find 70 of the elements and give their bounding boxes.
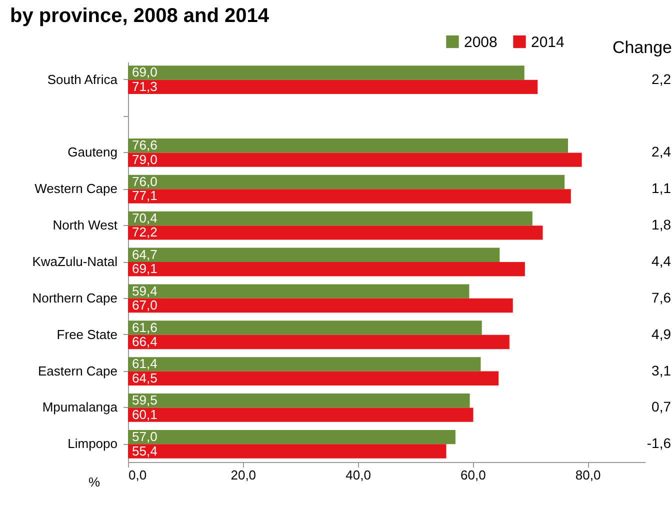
y-tick-label: Eastern Cape <box>38 363 118 378</box>
data-label: 57,0 <box>132 429 158 444</box>
bar <box>128 226 543 240</box>
data-label: 72,2 <box>132 224 158 240</box>
data-label: 71,3 <box>132 78 158 94</box>
y-tick-label: Limpopo <box>68 436 118 452</box>
y-tick-label: Gauteng <box>68 144 118 160</box>
legend-label: 2008 <box>464 34 498 51</box>
bar <box>128 189 571 204</box>
bar <box>128 408 474 422</box>
y-tick-label: North West <box>52 218 118 233</box>
bar <box>128 66 524 80</box>
y-tick-label: Western Cape <box>34 181 118 196</box>
bar <box>128 334 510 350</box>
data-label: 61,6 <box>132 320 158 335</box>
bar <box>128 284 470 298</box>
bar <box>128 211 532 226</box>
bar <box>128 152 582 167</box>
data-label: 77,1 <box>132 188 158 204</box>
bar <box>128 394 470 408</box>
data-label: 60,1 <box>132 406 158 422</box>
data-label: 59,5 <box>132 392 158 408</box>
data-label: 70,4 <box>132 210 158 226</box>
y-tick-label: Northern Cape <box>32 290 118 306</box>
y-tick-label: Free State <box>56 326 118 342</box>
text: 3,1 <box>652 362 672 378</box>
data-label: 59,4 <box>132 283 158 298</box>
chart-title: by province, 2008 and 2014 <box>10 5 270 27</box>
data-label: 61,4 <box>132 356 158 372</box>
bar <box>128 430 456 444</box>
bar <box>128 138 568 153</box>
y-tick-label: South Africa <box>47 72 118 87</box>
bar <box>128 357 481 372</box>
y-tick-label: KwaZulu-Natal <box>32 254 118 269</box>
x-tick-label: 80,0 <box>575 468 601 482</box>
text: 0,7 <box>652 398 672 415</box>
bar <box>128 371 499 386</box>
data-label: 55,4 <box>132 443 158 458</box>
data-label: 64,5 <box>132 370 158 386</box>
text: 1,1 <box>652 180 672 196</box>
data-label: 66,4 <box>132 334 158 349</box>
bar <box>128 80 538 94</box>
x-tick-label: 60,0 <box>460 468 486 482</box>
bar <box>128 320 482 335</box>
bar <box>128 298 513 313</box>
x-tick-label: 0,0 <box>128 468 147 482</box>
text: 4,9 <box>652 326 672 342</box>
bar <box>128 262 525 276</box>
data-label: 79,0 <box>132 152 158 167</box>
bar <box>128 248 500 262</box>
y-tick-label: Mpumalanga <box>42 400 118 415</box>
data-label: 69,0 <box>132 64 158 80</box>
data-label: 76,0 <box>132 174 158 190</box>
x-tick-label: 40,0 <box>346 468 371 482</box>
text: 4,4 <box>652 253 672 269</box>
data-label: 69,1 <box>132 261 158 276</box>
x-tick-label: 20,0 <box>230 468 256 482</box>
data-label: 76,6 <box>132 138 158 153</box>
data-label: 64,7 <box>132 246 158 262</box>
text: 1,8 <box>652 216 672 233</box>
bar <box>128 174 565 190</box>
legend-label: 2014 <box>531 34 564 51</box>
text: 7,6 <box>652 289 672 306</box>
text: 2,2 <box>652 70 672 87</box>
text: -1,6 <box>646 435 672 452</box>
data-label: 67,0 <box>132 298 158 313</box>
text: Change <box>612 38 672 57</box>
bar <box>128 444 446 458</box>
x-axis-title: % <box>88 474 100 490</box>
text: 2,4 <box>652 144 672 160</box>
